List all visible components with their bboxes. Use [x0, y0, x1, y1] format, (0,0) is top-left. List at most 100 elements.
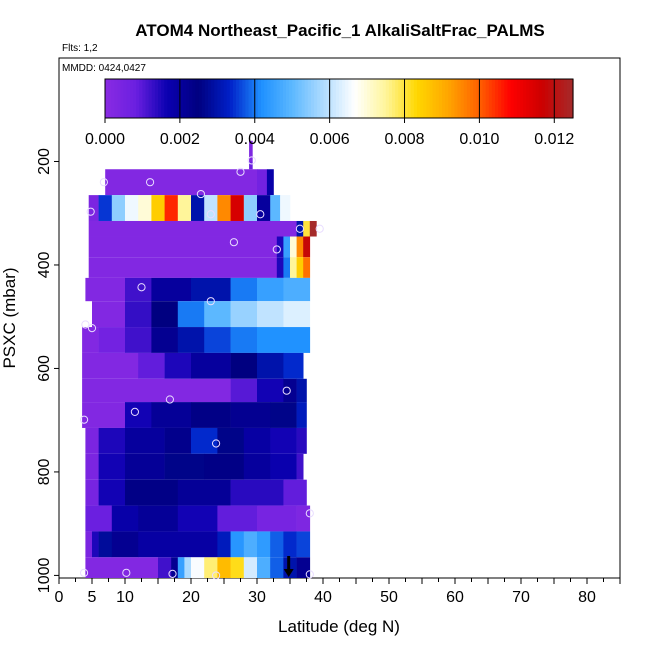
colorbar-swatch: [426, 79, 431, 118]
colorbar-swatch: [557, 79, 562, 118]
colorbar-swatch: [551, 79, 555, 118]
heatmap-cell: [217, 531, 231, 558]
colorbar-swatch: [398, 79, 402, 118]
sample-marker: [87, 323, 97, 333]
colorbar-swatch: [541, 79, 546, 118]
colorbar-swatch: [473, 79, 477, 118]
colorbar-swatch: [161, 79, 165, 118]
colorbar-swatch: [429, 79, 434, 118]
colorbar-swatch: [495, 79, 499, 118]
colorbar-swatch: [445, 79, 449, 118]
colorbar-swatch: [535, 79, 540, 118]
arrow-head: [283, 569, 294, 577]
x-axis: 0 5 10 20 30 40 50 60 70 80: [55, 578, 621, 606]
heatmap-cell: [283, 301, 311, 328]
heatmap-cell: [125, 453, 165, 480]
colorbar-swatch: [451, 79, 456, 118]
sample-marker: [272, 245, 281, 254]
colorbar-swatch: [470, 79, 474, 118]
colorbar-swatch: [232, 79, 237, 118]
sample-marker: [247, 156, 256, 165]
colorbar-swatch: [129, 79, 134, 118]
colorbar-swatch: [404, 79, 409, 118]
colorbar-swatch: [186, 79, 190, 118]
colorbar-swatch: [417, 79, 421, 118]
colorbar-swatch: [320, 79, 324, 118]
heatmap-cell: [82, 352, 139, 379]
colorbar-swatch: [532, 79, 537, 118]
heatmap-cell: [257, 352, 284, 379]
colorbar-swatch: [523, 79, 527, 118]
sample-markers: [79, 156, 324, 580]
sample-marker: [86, 207, 95, 216]
heatmap-cell: [151, 195, 165, 221]
heatmap-cell: [257, 531, 271, 558]
colorbar-swatch: [111, 79, 115, 118]
colorbar-swatch: [239, 79, 243, 118]
heatmap-cell: [191, 277, 231, 302]
heatmap-cell: [230, 402, 271, 428]
colorbar-swatch: [136, 79, 140, 118]
heatmap-cell: [296, 378, 307, 403]
heatmap-cell: [177, 479, 231, 506]
colorbar-tick-label: 0.002: [160, 131, 200, 148]
heatmap-cell: [296, 220, 304, 237]
heatmap-cell: [177, 505, 218, 532]
colorbar-swatch: [204, 79, 209, 118]
heatmap-cell: [257, 301, 284, 328]
sample-marker: [315, 224, 324, 233]
heatmap-cell: [98, 531, 113, 558]
heatmap-cell: [283, 257, 291, 278]
heatmap-cell: [270, 402, 297, 428]
heatmap-cell: [270, 195, 281, 221]
colorbar-swatch: [373, 79, 378, 118]
colorbar-swatch: [354, 79, 359, 118]
sample-marker: [99, 178, 108, 187]
colorbar-swatch: [310, 79, 315, 118]
sample-marker: [165, 395, 174, 404]
heatmap-cell: [164, 352, 192, 379]
colorbar-ramp: [105, 79, 574, 118]
colorbar-tick-label: 0.012: [534, 131, 574, 148]
colorbar-swatch: [164, 79, 168, 118]
heatmap-cell: [164, 427, 192, 454]
colorbar-swatch: [454, 79, 459, 118]
sample-marker: [295, 224, 304, 233]
colorbar-swatch: [207, 79, 212, 118]
sample-marker: [236, 167, 245, 176]
heatmap-cell: [151, 402, 192, 428]
heatmap-cell: [98, 479, 126, 506]
colorbar-swatch: [563, 79, 568, 118]
heatmap-cell: [191, 352, 231, 379]
heatmap-cell: [230, 378, 258, 403]
colorbar-swatch: [211, 79, 215, 118]
heatmap-cell: [204, 327, 231, 353]
heatmap-cell: [309, 220, 317, 237]
colorbar-swatch: [548, 79, 552, 118]
x-axis-label: Latitude (deg N): [278, 617, 400, 636]
heatmap-cell: [92, 301, 126, 328]
colorbar-swatch: [261, 79, 265, 118]
colorbar-swatch: [142, 79, 147, 118]
sample-marker: [137, 283, 146, 292]
heatmap-cell: [270, 427, 297, 454]
heatmap-cell: [111, 195, 126, 221]
colorbar-swatch: [438, 79, 443, 118]
heatmap-cell: [151, 277, 192, 302]
heatmap-cell: [164, 453, 205, 480]
heatmap-cell: [177, 301, 205, 328]
colorbar-swatch: [457, 79, 462, 118]
colorbar-swatch: [279, 79, 284, 118]
colorbar-swatch: [351, 79, 356, 118]
colorbar-swatch: [339, 79, 343, 118]
colorbar-swatch: [120, 79, 125, 118]
colorbar-swatch: [289, 79, 293, 118]
sample-marker: [122, 568, 131, 577]
colorbar-swatch: [123, 79, 128, 118]
heatmap-cell: [270, 531, 284, 558]
colorbar-swatch: [526, 79, 530, 118]
colorbar-swatch: [367, 79, 371, 118]
colorbar-swatch: [388, 79, 393, 118]
sample-marker: [211, 571, 221, 580]
heatmap-cell: [88, 257, 278, 278]
